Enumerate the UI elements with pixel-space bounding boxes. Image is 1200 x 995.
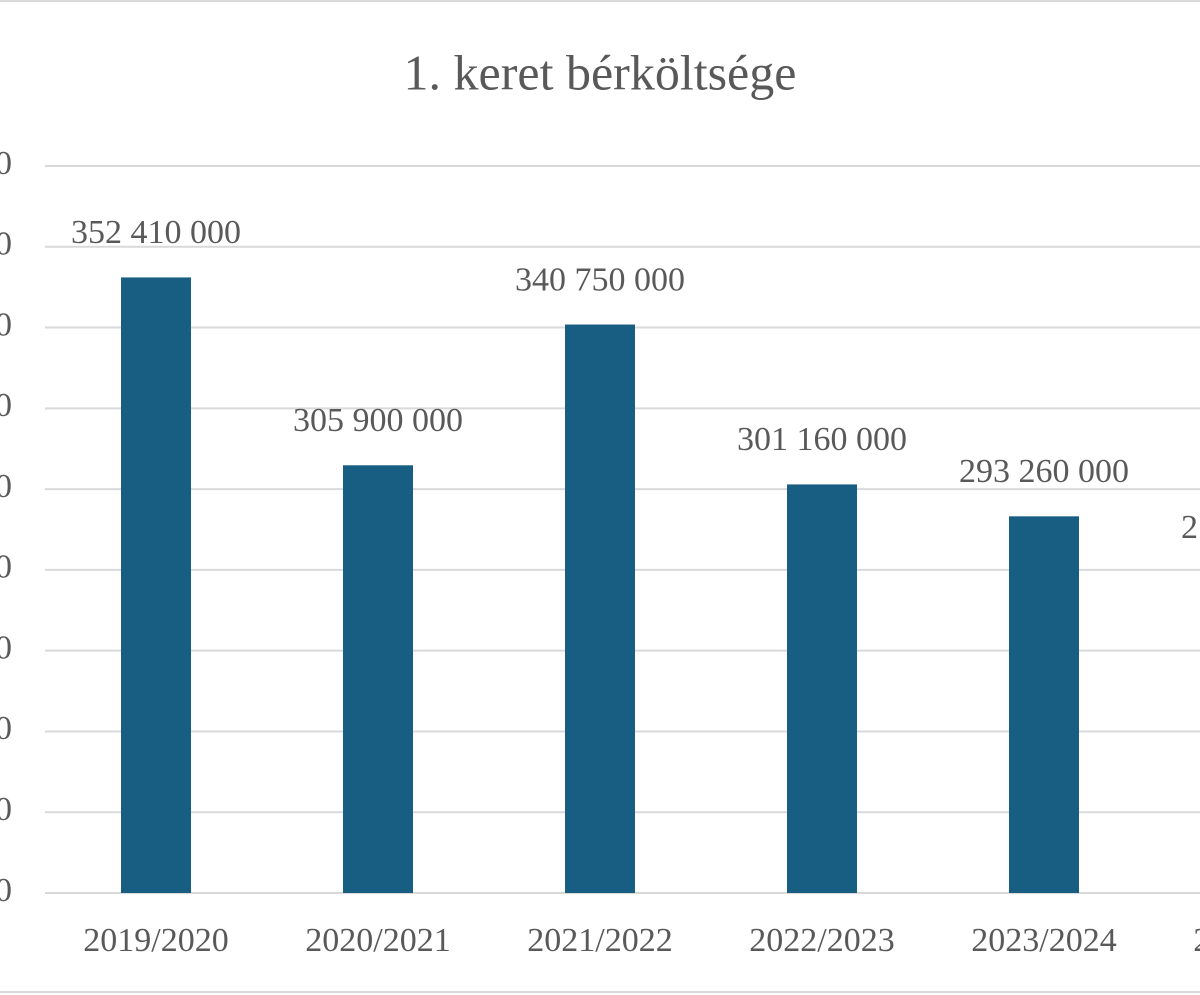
bar: [121, 277, 191, 893]
bar: [565, 324, 635, 894]
y-tick-label: 380 000 000: [0, 145, 12, 182]
value-label: 293 260 000: [959, 453, 1129, 490]
y-tick-label: 280 000 000: [0, 549, 12, 586]
value-label: 352 410 000: [71, 214, 241, 251]
y-tick-label: 220 000 000: [0, 791, 12, 828]
value-label: 301 160 000: [737, 421, 907, 458]
x-tick-label: 2024/2025: [1193, 922, 1200, 959]
y-tick-label: 300 000 000: [0, 468, 12, 505]
chart-title: 1. keret bérköltsége: [404, 44, 797, 100]
y-tick-label: 360 000 000: [0, 226, 12, 263]
x-tick-label: 2019/2020: [83, 922, 228, 959]
value-label: 340 750 000: [515, 261, 685, 298]
x-tick-label: 2021/2022: [527, 922, 672, 959]
x-tick-label: 2022/2023: [749, 922, 894, 959]
y-tick-label: 320 000 000: [0, 387, 12, 424]
bar: [343, 465, 413, 893]
y-tick-label: 240 000 000: [0, 710, 12, 747]
x-tick-label: 2023/2024: [971, 922, 1116, 959]
value-label: 279 400 000: [1181, 509, 1200, 546]
bar: [1009, 516, 1079, 893]
y-tick-label: 340 000 000: [0, 306, 12, 343]
value-label: 305 900 000: [293, 402, 463, 439]
y-tick-label: 200 000 000: [0, 872, 12, 909]
x-tick-label: 2020/2021: [305, 922, 450, 959]
bar: [787, 484, 857, 893]
y-tick-label: 260 000 000: [0, 629, 12, 666]
